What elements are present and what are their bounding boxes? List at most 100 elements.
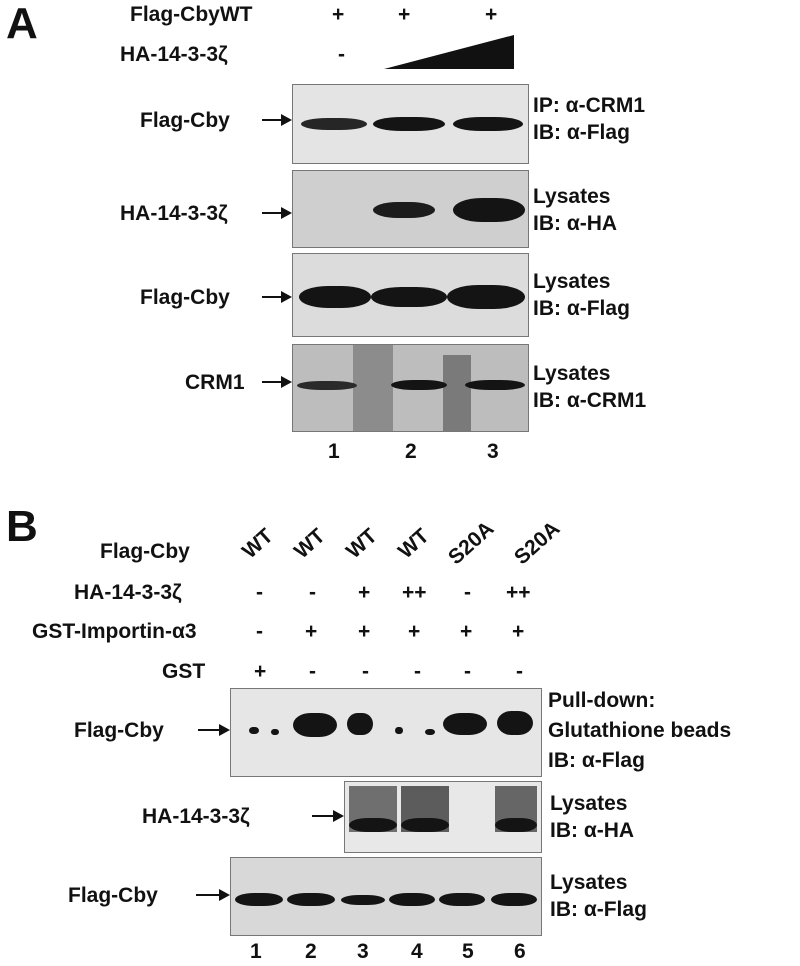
band — [495, 818, 537, 832]
gst-value-3: - — [362, 660, 369, 683]
arrow-icon — [198, 724, 230, 736]
blot-a3-left-label: Flag-Cby — [140, 286, 230, 309]
blot-a4-left-label: CRM1 — [185, 371, 245, 394]
flag-mark-3: + — [485, 3, 498, 26]
blot-b2-right-line1: Lysates — [550, 792, 628, 815]
ha-value-5: - — [464, 581, 471, 604]
blot-b1-right-line1: Pull-down: — [548, 689, 656, 712]
flag-cby-value-3: WT — [341, 524, 382, 564]
ha-value-1: - — [256, 581, 263, 604]
blot-b3-left-label: Flag-Cby — [68, 884, 158, 907]
panel-b-letter: B — [6, 502, 38, 551]
gst-value-4: - — [414, 660, 421, 683]
flag-mark-1: + — [332, 3, 345, 26]
band — [425, 729, 435, 735]
arrow-icon — [262, 376, 292, 388]
blot-a3-right-line1: Lysates — [533, 270, 611, 293]
lane-b-6: 6 — [514, 940, 526, 963]
blot-a2-left-label: HA-14-3-3ζ — [120, 202, 228, 225]
band — [439, 893, 485, 906]
ha-minus-mark: - — [338, 43, 345, 66]
band — [447, 285, 525, 309]
row-ha-label: HA-14-3-3ζ — [74, 581, 182, 604]
lane-b-4: 4 — [411, 940, 423, 963]
arrow-icon — [312, 810, 344, 822]
blot-b1-left-label: Flag-Cby — [74, 719, 164, 742]
blot-a3-right-label: Lysates IB: α-Flag — [533, 268, 630, 322]
ha-value-4: ++ — [402, 581, 427, 604]
band — [497, 711, 533, 735]
flag-cby-value-2: WT — [289, 524, 330, 564]
blot-a1-ip-crm1 — [292, 84, 529, 164]
blot-b2-ha-lysates — [344, 781, 542, 853]
gst-imp-value-3: + — [358, 620, 371, 643]
ha-value-6: ++ — [506, 581, 531, 604]
gst-imp-value-5: + — [460, 620, 473, 643]
blot-a4-right-line2: IB: α-CRM1 — [533, 389, 647, 412]
blot-b1-right-label: Pull-down: Glutathione beads IB: α-Flag — [548, 686, 731, 776]
blot-a1-left-label: Flag-Cby — [140, 109, 230, 132]
flag-cby-value-1: WT — [237, 524, 278, 564]
band — [349, 818, 397, 832]
band — [401, 818, 449, 832]
band — [287, 893, 335, 906]
blot-a2-right-label: Lysates IB: α-HA — [533, 183, 617, 237]
arrow-icon — [262, 207, 292, 219]
lane-b-5: 5 — [462, 940, 474, 963]
arrow-icon — [262, 114, 292, 126]
blot-a3-right-line2: IB: α-Flag — [533, 297, 630, 320]
blot-a1-right-label: IP: α-CRM1 IB: α-Flag — [533, 92, 645, 146]
band — [347, 713, 373, 735]
lane-a-1: 1 — [328, 440, 340, 463]
band — [299, 286, 371, 308]
blot-b3-right-label: Lysates IB: α-Flag — [550, 869, 647, 923]
gst-imp-value-1: - — [256, 620, 263, 643]
row-gst-label: GST — [162, 660, 206, 683]
panel-a-letter: A — [6, 0, 38, 48]
ha-14-3-3z-header-label: HA-14-3-3ζ — [120, 43, 228, 66]
blot-a2-ha-lysates — [292, 170, 529, 248]
band — [395, 727, 403, 734]
row-flag-cby-label: Flag-Cby — [100, 540, 190, 563]
row-gst-importin-label: GST-Importin-α3 — [32, 620, 197, 643]
ha-value-2: - — [309, 581, 316, 604]
band — [373, 202, 435, 218]
flag-cby-value-4: WT — [393, 524, 434, 564]
smudge — [353, 345, 393, 431]
blot-b1-pulldown — [230, 688, 542, 777]
arrow-icon — [262, 291, 292, 303]
blot-b1-right-line3: IB: α-Flag — [548, 749, 645, 772]
blot-a2-right-line1: Lysates — [533, 185, 611, 208]
arrow-icon — [196, 889, 230, 901]
blot-b2-left-label: HA-14-3-3ζ — [142, 805, 250, 828]
band — [391, 380, 447, 390]
gst-value-1: + — [254, 660, 267, 683]
blot-a2-right-line2: IB: α-HA — [533, 212, 618, 235]
smudge — [443, 355, 471, 431]
flag-cby-value-6: S20A — [509, 517, 565, 570]
blot-a4-crm1-lysates — [292, 344, 529, 432]
band — [271, 729, 279, 735]
lane-b-3: 3 — [357, 940, 369, 963]
band — [235, 893, 283, 906]
lane-a-2: 2 — [405, 440, 417, 463]
gst-imp-value-6: + — [512, 620, 525, 643]
band — [465, 380, 525, 390]
blot-b3-right-line2: IB: α-Flag — [550, 898, 647, 921]
gst-imp-value-2: + — [305, 620, 318, 643]
flag-mark-2: + — [398, 3, 411, 26]
blot-b2-right-label: Lysates IB: α-HA — [550, 790, 634, 844]
blot-a4-right-label: Lysates IB: α-CRM1 — [533, 360, 646, 414]
band — [453, 198, 525, 222]
blot-a1-right-line1: IP: α-CRM1 — [533, 94, 646, 117]
flag-cbywt-label: Flag-CbyWT — [130, 3, 253, 26]
blot-b1-right-line2: Glutathione beads — [548, 719, 732, 742]
blot-b3-right-line1: Lysates — [550, 871, 628, 894]
band — [297, 381, 357, 390]
flag-cby-value-5: S20A — [443, 517, 499, 570]
band — [389, 893, 435, 906]
gst-value-5: - — [464, 660, 471, 683]
blot-a3-flag-lysates — [292, 253, 529, 337]
lane-a-3: 3 — [487, 440, 499, 463]
band — [443, 713, 487, 735]
